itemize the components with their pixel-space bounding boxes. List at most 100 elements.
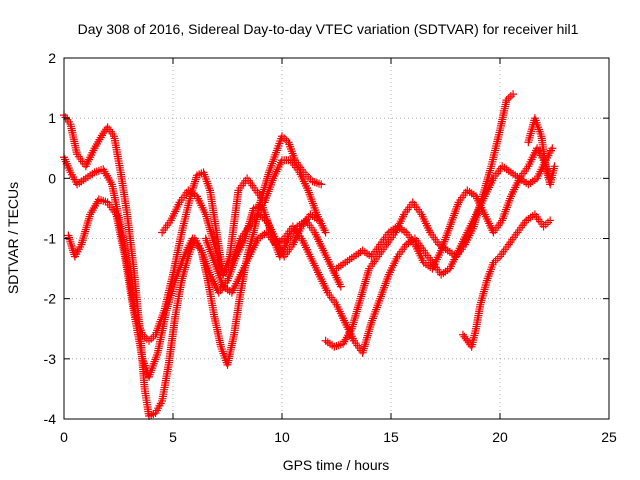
- data-point: [204, 221, 213, 230]
- data-point: [350, 314, 359, 323]
- data-point: [486, 164, 495, 173]
- data-point: [79, 231, 88, 240]
- data-point: [83, 221, 92, 230]
- y-tick-label: 2: [48, 50, 56, 66]
- data-point: [82, 223, 91, 232]
- y-tick-label: 0: [48, 170, 56, 186]
- data-point: [548, 144, 557, 153]
- data-point: [361, 340, 370, 349]
- data-point: [145, 336, 154, 345]
- data-point: [362, 275, 371, 284]
- y-tick-label: -4: [44, 411, 57, 427]
- data-point: [357, 290, 366, 299]
- data-point: [352, 307, 361, 316]
- data-point: [359, 283, 368, 292]
- data-point: [83, 219, 92, 228]
- data-point: [460, 332, 469, 341]
- y-tick-label: -2: [44, 291, 57, 307]
- data-point: [363, 271, 372, 280]
- data-point: [315, 216, 324, 225]
- ticks: 0 5 10 15 20 25 -4 -3 -2 -1 0 1 2: [44, 50, 617, 445]
- chart-title: Day 308 of 2016, Sidereal Day-to-day VTE…: [78, 21, 579, 37]
- data-point: [67, 242, 76, 251]
- data-point: [358, 286, 367, 295]
- data-point: [550, 162, 559, 171]
- x-tick-label: 5: [169, 429, 177, 445]
- data-point: [78, 238, 87, 247]
- x-tick-label: 20: [492, 429, 508, 445]
- data-point: [84, 216, 93, 225]
- data-point: [484, 170, 493, 179]
- data-point: [363, 333, 372, 342]
- data-point: [354, 301, 363, 310]
- data-point: [81, 225, 90, 234]
- data-point: [191, 175, 200, 184]
- data-point: [204, 219, 213, 228]
- data-point: [355, 298, 364, 307]
- data-point: [458, 330, 467, 339]
- data-point: [79, 234, 88, 243]
- data-point: [317, 180, 326, 189]
- data-point: [361, 277, 370, 286]
- y-tick-label: -1: [44, 231, 57, 247]
- data-point: [336, 282, 345, 291]
- data-point: [147, 334, 156, 343]
- data-point: [362, 273, 371, 282]
- data-point: [353, 305, 362, 314]
- data-point: [361, 338, 370, 347]
- data-point: [363, 331, 372, 340]
- data-point: [334, 341, 343, 350]
- data-point: [66, 237, 75, 246]
- data-point: [66, 239, 75, 248]
- data-point: [312, 178, 321, 187]
- data-point: [356, 294, 365, 303]
- x-tick-label: 0: [60, 429, 68, 445]
- data-point: [360, 279, 369, 288]
- data-point: [357, 292, 366, 301]
- data-point: [365, 325, 374, 334]
- data-point: [190, 179, 199, 188]
- grid: [64, 58, 609, 419]
- x-tick-label: 25: [601, 429, 617, 445]
- data-points: [60, 90, 559, 420]
- x-axis-label: GPS time / hours: [283, 457, 390, 473]
- data-point: [461, 334, 470, 343]
- data-point: [99, 129, 108, 138]
- data-point: [65, 235, 74, 244]
- data-point: [362, 335, 371, 344]
- data-point: [203, 216, 212, 225]
- data-point: [360, 342, 369, 351]
- data-point: [99, 196, 108, 205]
- data-point: [321, 228, 330, 237]
- data-point: [68, 244, 77, 253]
- data-point: [486, 166, 495, 175]
- data-point: [350, 316, 359, 325]
- data-point: [191, 177, 200, 186]
- data-point: [205, 223, 214, 232]
- data-point: [352, 309, 361, 318]
- y-axis-label: SDTVAR / TECUs: [5, 182, 21, 294]
- data-point: [364, 327, 373, 336]
- y-tick-label: -3: [44, 351, 57, 367]
- data-point: [355, 296, 364, 305]
- data-point: [493, 254, 502, 263]
- data-point: [358, 288, 367, 297]
- data-point: [351, 311, 360, 320]
- data-point: [463, 336, 472, 345]
- data-point: [360, 281, 369, 290]
- data-point: [366, 323, 375, 332]
- data-point: [364, 329, 373, 338]
- data-point: [81, 227, 90, 236]
- data-point: [349, 318, 358, 327]
- data-point: [506, 92, 515, 101]
- x-tick-label: 10: [274, 429, 290, 445]
- data-point: [65, 233, 74, 242]
- x-tick-label: 15: [383, 429, 399, 445]
- y-tick-label: 1: [48, 110, 56, 126]
- data-point: [502, 96, 511, 105]
- data-point: [509, 90, 518, 99]
- data-point: [543, 218, 552, 227]
- data-point: [80, 229, 89, 238]
- data-point: [546, 216, 555, 225]
